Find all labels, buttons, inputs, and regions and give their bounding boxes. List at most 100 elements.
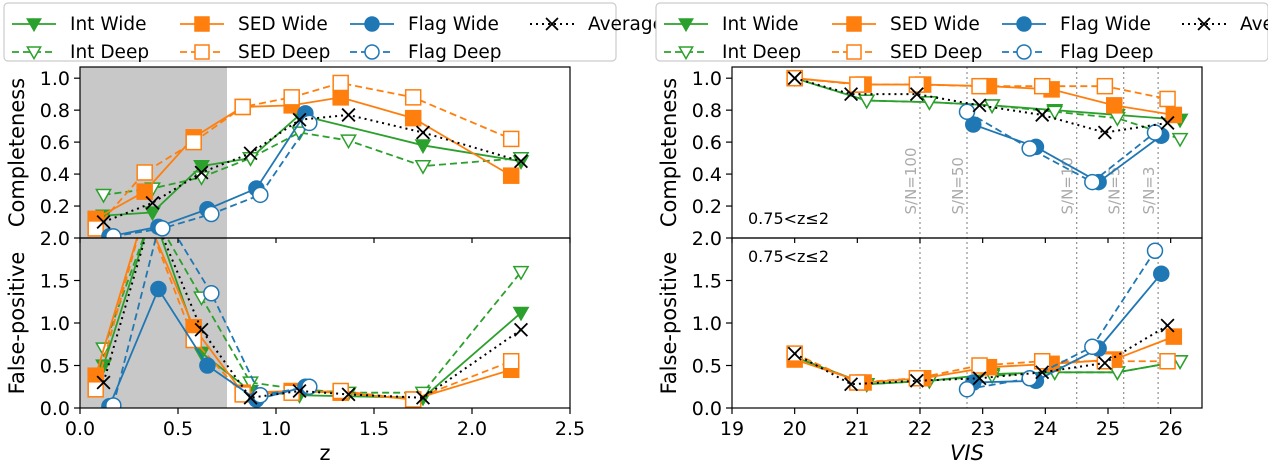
- data-point-average: [1160, 318, 1175, 333]
- data-point-flag-deep: [958, 103, 976, 120]
- data-point-average: [513, 322, 529, 337]
- top-series-group: [786, 69, 1189, 191]
- data-point-average: [844, 87, 859, 102]
- legend-marker-int-wide: [678, 18, 694, 33]
- data-point-sed-deep: [1033, 353, 1051, 370]
- data-point-average: [415, 390, 431, 405]
- data-point-average: [972, 371, 987, 386]
- y-tick-label: 1.0: [692, 313, 722, 335]
- data-point-sed-wide: [332, 89, 349, 106]
- data-point-flag-wide: [199, 357, 216, 374]
- data-point-int-wide: [144, 206, 161, 222]
- snr-label: S/N=5: [1106, 167, 1124, 215]
- legend-marker-average: [1197, 17, 1211, 31]
- data-point-int-deep: [1046, 105, 1064, 121]
- legend-marker-sed-wide: [194, 16, 210, 32]
- data-point-sed-deep: [908, 76, 926, 93]
- data-point-average: [1097, 125, 1112, 140]
- legend-marker-int-wide: [26, 18, 42, 33]
- data-point-average: [243, 390, 258, 405]
- y-tick-label: 1.0: [40, 313, 70, 335]
- snr-label: S/N=100: [902, 148, 920, 215]
- y-tick-label: 0.6: [40, 132, 70, 154]
- legend-label-int-deep: Int Deep: [722, 42, 801, 63]
- data-point-int-wide: [193, 159, 210, 175]
- series-line-flag-deep: [112, 238, 310, 406]
- legend: Int Wide SED Wide Flag Wide Average Int Deep…: [655, 2, 1268, 63]
- y-tick-label: 0.8: [40, 100, 70, 122]
- series-line-sed-deep: [94, 238, 512, 401]
- x-axis-label: VIS: [950, 441, 984, 465]
- data-point-int-deep: [95, 188, 112, 204]
- data-point-sed-deep: [908, 370, 926, 387]
- data-point-average: [194, 165, 209, 180]
- data-point-sed-deep: [185, 331, 202, 349]
- y-tick-label: 0.6: [692, 132, 722, 154]
- legend-marker-int-deep: [678, 46, 694, 61]
- y-tick-label: 0.8: [692, 100, 722, 122]
- annotation-top: 0.75<z≤2: [748, 209, 829, 228]
- data-point-flag-deep: [301, 378, 318, 395]
- top-series-group: [87, 74, 530, 238]
- series-line-flag-deep: [966, 250, 1156, 391]
- x-tick-label: 1.5: [359, 418, 389, 440]
- y-axis-label-bottom: False-positive: [657, 252, 681, 395]
- data-point-average: [96, 375, 111, 390]
- data-point-sed-wide: [404, 109, 422, 127]
- data-point-flag-deep: [203, 285, 220, 302]
- data-point-sed-deep: [971, 357, 988, 374]
- data-point-average: [243, 146, 258, 161]
- data-point-int-deep: [920, 96, 938, 111]
- legend-label-flag-wide: Flag Wide: [1060, 14, 1151, 35]
- data-point-sed-deep: [283, 89, 300, 106]
- y-tick-label: 1.5: [692, 271, 722, 293]
- x-tick-label: 0.5: [163, 418, 193, 440]
- x-tick-label: 25: [1096, 418, 1120, 440]
- y-tick-label: 2.0: [692, 228, 722, 250]
- data-point-sed-wide: [1165, 328, 1183, 345]
- legend-label-sed-wide: SED Wide: [238, 14, 328, 35]
- legend-marker-sed-wide: [846, 16, 862, 32]
- data-point-flag-deep: [958, 381, 976, 398]
- legend-label-int-wide: Int Wide: [70, 14, 146, 35]
- y-tick-label: 0.4: [40, 164, 70, 186]
- y-tick-label: 0.5: [692, 356, 722, 378]
- x-tick-label: 19: [720, 418, 744, 440]
- left-panel: 0.0 0.5 1.0 1.5 2.0 2.5 0.2 0.4 0.6 0.8 1.0 0.0 0.5 1…: [3, 2, 664, 465]
- data-point-sed-wide: [1165, 106, 1183, 124]
- data-point-average: [1160, 115, 1175, 130]
- legend-marker-sed-deep: [194, 44, 210, 60]
- data-point-int-deep: [983, 99, 1001, 114]
- series-line-flag-wide: [972, 123, 1162, 184]
- data-point-average: [292, 112, 307, 127]
- data-point-average: [787, 346, 802, 361]
- data-point-int-wide: [414, 139, 432, 154]
- data-point-average: [194, 322, 209, 337]
- data-point-sed-wide: [136, 183, 153, 200]
- data-point-sed-wide: [1106, 97, 1123, 114]
- y-axis-label-top: Completeness: [5, 78, 29, 227]
- data-point-sed-deep: [332, 74, 349, 92]
- data-point-sed-deep: [404, 89, 422, 106]
- legend-label-flag-deep: Flag Deep: [1060, 42, 1154, 63]
- data-point-average: [909, 373, 924, 388]
- legend-label-sed-wide: SED Wide: [890, 14, 980, 35]
- data-point-sed-deep: [502, 130, 520, 148]
- y-tick-label: 0.5: [40, 356, 70, 378]
- legend-label-int-deep: Int Deep: [70, 42, 149, 63]
- data-point-average: [415, 125, 431, 140]
- data-point-sed-deep: [1159, 353, 1176, 370]
- y-axis-label-bottom: False-positive: [5, 252, 29, 395]
- y-axis-label-top: Completeness: [657, 78, 681, 227]
- y-tick-label: 2.0: [40, 228, 70, 250]
- data-point-int-wide: [512, 306, 530, 322]
- data-point-flag-deep: [1021, 140, 1038, 157]
- y-tick-label: 1.5: [40, 271, 70, 293]
- data-point-sed-deep: [849, 76, 866, 93]
- data-point-average: [292, 383, 307, 399]
- x-tick-label: 0.0: [65, 418, 95, 440]
- y-tick-label: 0.2: [40, 196, 70, 218]
- series-line-sed-wide: [95, 96, 512, 220]
- data-point-average: [844, 377, 859, 392]
